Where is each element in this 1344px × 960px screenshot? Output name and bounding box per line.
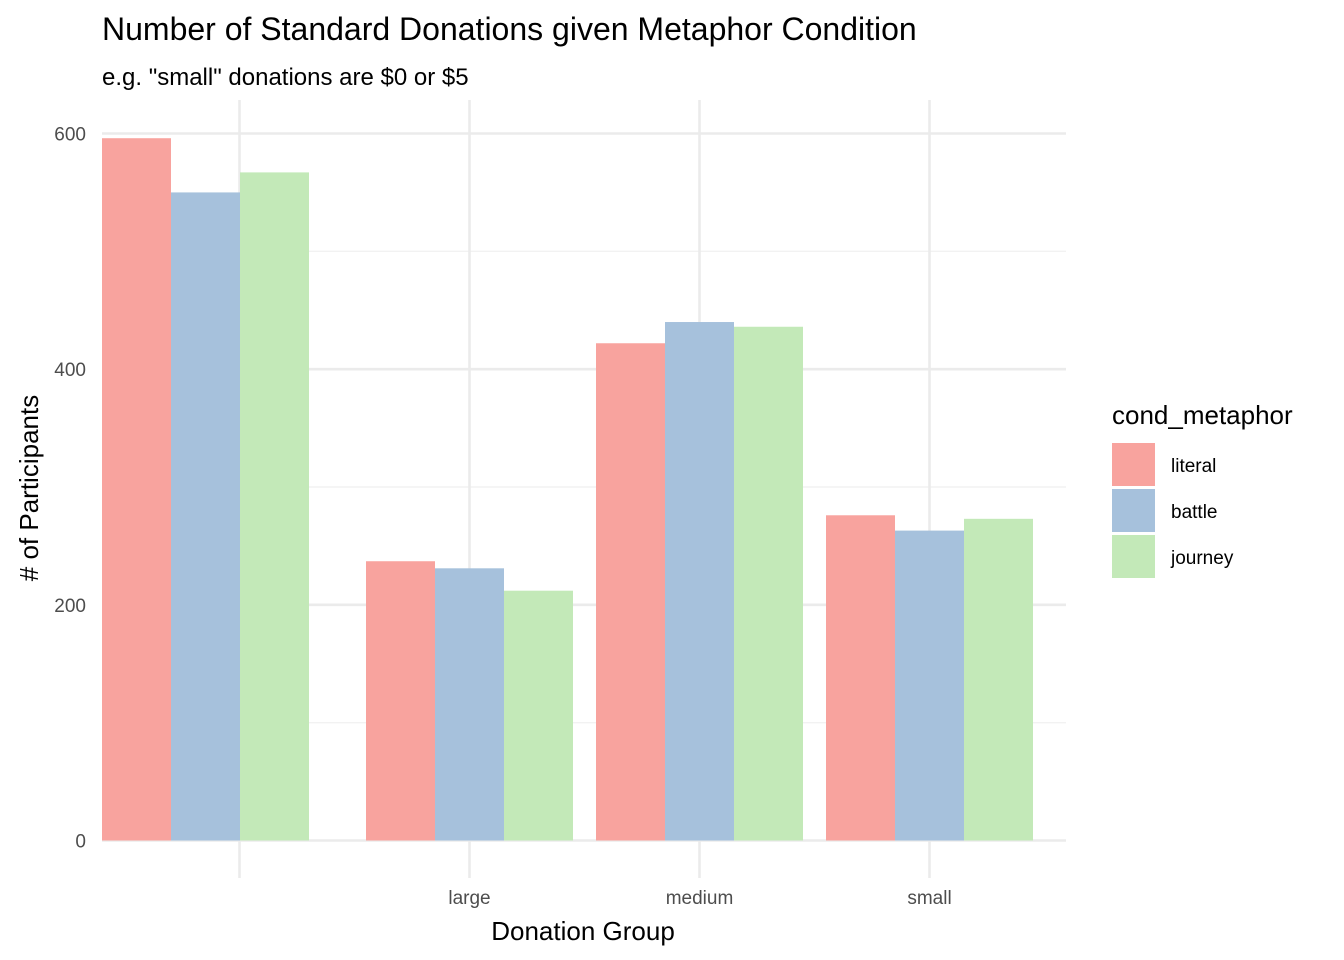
bar-literal-0 xyxy=(102,138,171,841)
bars xyxy=(102,138,1033,841)
legend-label-journey: journey xyxy=(1170,548,1234,569)
y-tick-label-3: 600 xyxy=(54,125,86,146)
bar-battle-1 xyxy=(435,568,504,841)
legend-title: cond_metaphor xyxy=(1112,400,1293,430)
bar-journey-0 xyxy=(240,172,309,841)
chart-subtitle: e.g. "small" donations are $0 or $5 xyxy=(102,64,469,91)
bar-literal-1 xyxy=(366,561,435,841)
legend-key-literal xyxy=(1112,443,1155,486)
bar-battle-3 xyxy=(895,530,964,841)
bar-group-3 xyxy=(826,515,1033,841)
chart-title: Number of Standard Donations given Metap… xyxy=(102,11,917,47)
bar-group-1 xyxy=(366,561,573,841)
legend-label-literal: literal xyxy=(1171,456,1216,477)
x-tick-label-3: small xyxy=(907,888,951,909)
bar-journey-3 xyxy=(964,518,1033,841)
axes: 0 200 400 600 large medium small xyxy=(54,125,951,910)
bar-literal-2 xyxy=(596,343,665,841)
legend-key-battle xyxy=(1112,489,1155,532)
bar-journey-1 xyxy=(504,590,573,841)
bar-group-2 xyxy=(596,322,803,841)
bar-battle-2 xyxy=(665,322,734,841)
x-axis-title: Donation Group xyxy=(491,916,675,946)
legend-label-battle: battle xyxy=(1171,502,1217,523)
bar-battle-0 xyxy=(171,192,240,841)
legend: cond_metaphor literal battle journey xyxy=(1112,400,1293,578)
y-axis-title: # of Participants xyxy=(14,395,44,581)
y-tick-label-0: 0 xyxy=(75,832,86,853)
legend-key-journey xyxy=(1112,535,1155,578)
bar-group-0 xyxy=(102,138,309,841)
bar-journey-2 xyxy=(734,326,803,841)
y-tick-label-1: 200 xyxy=(54,596,86,617)
bar-literal-3 xyxy=(826,515,895,841)
y-tick-label-2: 400 xyxy=(54,360,86,381)
legend-items: literal battle journey xyxy=(1112,443,1234,578)
x-tick-label-2: medium xyxy=(666,888,734,909)
x-tick-label-1: large xyxy=(448,888,490,909)
